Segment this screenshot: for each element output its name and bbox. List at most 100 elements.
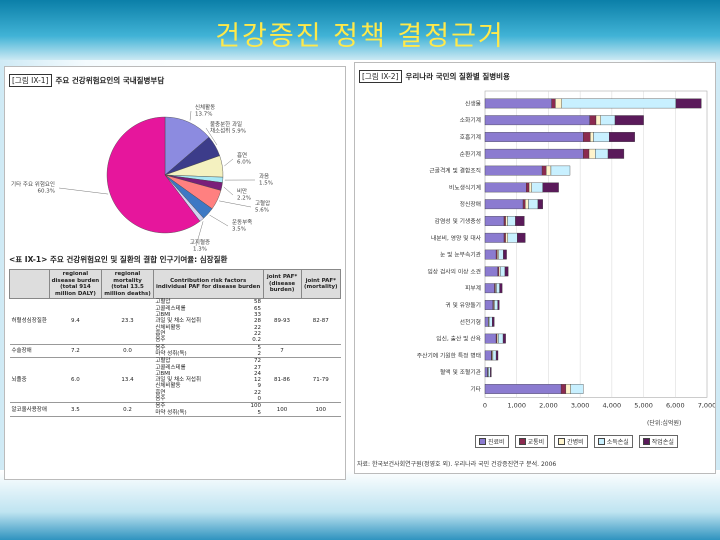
burden-cell: 7.2 [49,344,102,359]
bar-segment [528,182,532,193]
x-tick-label: 7,000 [698,401,715,409]
bar-segment [484,367,488,378]
category-label: 호흡기계 [460,133,481,141]
pie-caption: [그림 IX-1] 주요 건강위험요인의 국내질병부담 [9,74,164,87]
pie-caption-tag: [그림 IX-1] [9,74,52,87]
bar-segment [484,300,494,310]
mortality-cell: 13.4 [101,357,154,404]
bar-segment [484,148,584,159]
category-label: 선천기형 [460,318,481,326]
bar-segment [595,148,609,159]
bar-segment [484,249,497,260]
factor-line: 음주 0 [155,396,261,402]
factor-paf: 27 [254,364,262,371]
joint-mortality-cell: 71-79 [301,357,341,404]
factor-paf: 22 [254,389,262,396]
bar-segment [484,232,505,243]
bar-segment [550,165,571,176]
slide-title: 건강증진 정책 결정근거 [215,21,505,52]
joint-mortality-cell: 82-87 [301,298,341,345]
table-row: 뇌졸중 6.0 13.4 고혈압 72 고콜레스테롤 27 고BMI 24 과일 및 채소 저섭취… [9,357,341,404]
factor-name: 음주 [155,396,166,403]
factor-line: 고콜레스테롤 27 [155,365,261,371]
bar-segment [494,300,498,310]
bar-segment [492,316,495,327]
pie-slice-label: 기타 주요 위험요인 60.3% [11,180,55,195]
factor-paf: 5 [257,344,262,351]
bar-segment [595,115,601,126]
bar-segment [526,182,530,193]
factor-name: 고혈압 [155,358,171,365]
factor-line: 고혈압 58 [155,299,261,305]
category-label: 임상 검사의 이상 소견 [427,267,481,275]
bar-segment [484,199,524,210]
category-label: 신생물 [465,99,482,107]
bar-segment [488,316,493,327]
category-label: 혈액 및 조혈기관 [440,368,482,376]
bar-segment [583,132,591,142]
factor-name: 마약 성취(독) [155,350,187,357]
factor-name: 신체비활동 [155,324,181,331]
burden-cell: 6.0 [49,357,102,404]
factor-name: 고혈압 [155,299,171,306]
pie-slice-label: 불충분한 과일 채소섭취 5.9% [210,120,246,135]
bar-segment [498,333,504,344]
bar-segment [497,266,500,277]
bar-segment [593,132,610,142]
category-label: 피부계 [465,284,481,292]
col-mortality: regional mortality (total 13.5 million deat… [101,268,154,300]
factors-cell: 음주 100 마약 성취(독) 5 [153,402,264,417]
bar-unit: (단위:십억원) [647,420,682,427]
bar-segment [490,367,492,378]
bar-segment [600,115,616,126]
bar-segment [499,283,503,294]
factor-name: 마약 성취(독) [155,409,187,416]
factor-name: 과일 및 채소 저섭취 [155,318,202,325]
table-title: 주요 건강위험요인 및 질환의 결합 인구기여율: 심장질환 [50,255,228,264]
bottom-band [0,470,720,540]
pie-leader [195,221,204,247]
factor-name: 고BMI [155,312,171,318]
joint-burden-cell: 89-93 [263,298,302,345]
bar-segment [497,300,500,310]
bar-caption-tag: [그림 IX-2] [359,70,402,83]
factor-paf: 2 [257,350,262,357]
bar-segment [583,148,590,159]
factor-line: 고BMI 33 [155,312,261,318]
category-label: 순환기계 [460,150,481,158]
x-tick-label: 5,000 [634,401,653,409]
joint-burden-cell: 100 [263,402,302,417]
category-label: 기타 [470,385,481,393]
legend-label: 간병비 [567,439,584,446]
bar-segment [517,232,526,243]
factor-line: 신체비활동 9 [155,383,261,389]
legend-label: 교통비 [527,439,545,446]
factor-line: 음주 5 [155,345,261,351]
table-caption: <표 IX-1> 주요 건강위험요인 및 질환의 결합 인구기여율: 심장질환 [9,254,227,265]
legend-item: 소득손실 [593,435,633,448]
bar-segment [498,249,504,260]
bar-segment [588,148,596,159]
factor-line: 흡연 22 [155,390,261,396]
bar-segment [500,266,506,277]
bar-segment [542,182,559,193]
category-label: 내분비, 영양 및 대사 [431,234,482,242]
bar-segment [488,367,491,378]
factor-line: 마약 성취(독) 2 [155,351,261,357]
factor-paf: 65 [254,305,262,312]
bar-segment [495,350,499,361]
factor-name: 신체비활동 [155,383,181,390]
mortality-cell: 0.2 [101,402,154,417]
pie-leader [223,186,234,196]
pie-slice-label: 운동부족 3.5% [232,219,252,233]
category-label: 임신, 출산 및 산욕 [436,335,481,343]
factor-line: 과일 및 채소 저섭취 12 [155,377,261,383]
bar-segment [484,283,495,294]
category-label: 근골격계 및 결합조직 [429,167,481,175]
bar-segment [496,333,499,344]
factor-paf: 33 [254,312,262,318]
left-figure-panel: [그림 IX-1] 주요 건강위험요인의 국내질병부담 신체활동 13.7% 불충분한… [4,66,346,480]
disease-cell: 허혈성심장질환 [9,298,50,345]
bar-segment [537,199,543,210]
title-band [0,0,720,60]
